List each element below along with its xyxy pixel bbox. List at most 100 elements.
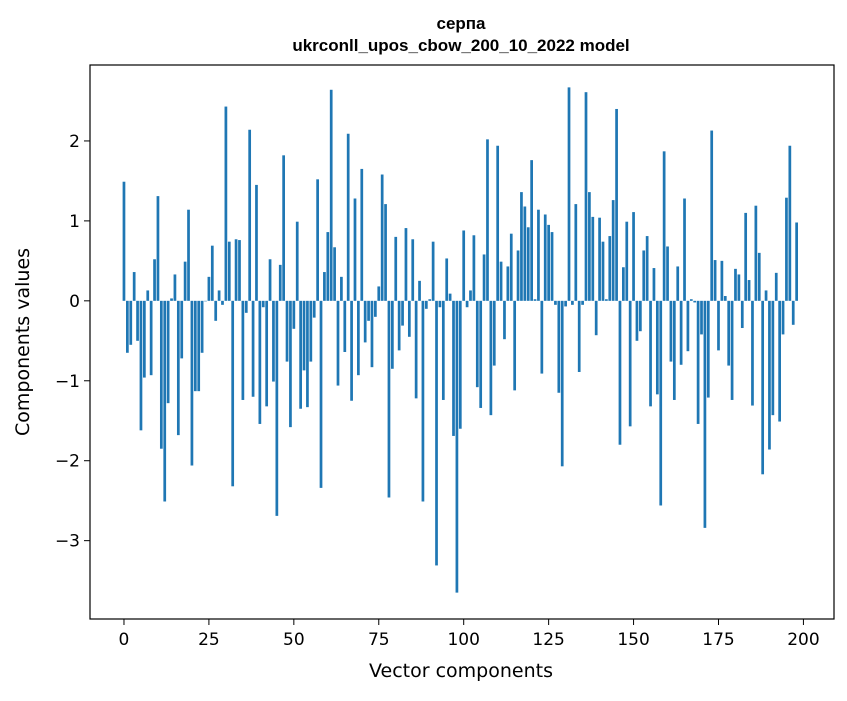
bar-32 — [231, 300, 235, 487]
bar-139 — [594, 300, 598, 336]
x-tick-label: 100 — [447, 630, 479, 650]
bar-111 — [499, 261, 503, 301]
bar-84 — [407, 300, 411, 337]
x-tick-label: 50 — [283, 630, 305, 650]
bar-126 — [550, 232, 554, 301]
bar-88 — [421, 300, 425, 502]
bar-60 — [326, 232, 330, 301]
bar-5 — [139, 300, 143, 431]
bar-87 — [418, 280, 421, 301]
bar-4 — [136, 300, 139, 341]
bar-85 — [411, 239, 415, 301]
bar-51 — [295, 221, 299, 301]
bar-69 — [357, 300, 360, 376]
y-tick-label: 2 — [69, 132, 80, 152]
bar-118 — [523, 206, 527, 301]
bar-34 — [238, 240, 241, 301]
bar-113 — [506, 266, 510, 301]
bar-62 — [333, 247, 336, 301]
bar-104 — [475, 300, 479, 388]
bar-57 — [316, 179, 319, 301]
bar-123 — [540, 300, 544, 374]
bar-174 — [713, 260, 717, 301]
x-tick-label: 175 — [702, 630, 734, 650]
bar-67 — [350, 300, 353, 401]
bar-105 — [479, 300, 483, 408]
bar-161 — [669, 300, 673, 362]
bar-198 — [795, 222, 798, 301]
bar-155 — [649, 300, 652, 407]
bar-178 — [727, 300, 731, 366]
bar-197 — [791, 300, 795, 325]
bar-15 — [173, 274, 177, 301]
bar-177 — [723, 296, 727, 301]
bar-79 — [391, 300, 394, 369]
bar-180 — [734, 268, 737, 301]
bar-92 — [435, 300, 438, 566]
bar-135 — [581, 300, 584, 305]
bar-103 — [472, 235, 476, 301]
bar-187 — [757, 252, 761, 301]
bar-24 — [204, 300, 207, 302]
bar-22 — [197, 300, 201, 392]
bar-50 — [292, 300, 296, 329]
bar-40 — [258, 300, 262, 424]
bar-102 — [469, 290, 472, 301]
bar-81 — [397, 300, 401, 351]
bar-143 — [608, 236, 612, 301]
bar-82 — [401, 300, 404, 326]
plot-frame — [89, 64, 835, 620]
bar-101 — [465, 300, 469, 308]
bar-31 — [227, 241, 231, 301]
bar-156 — [652, 268, 656, 301]
bar-74 — [374, 300, 377, 317]
bar-21 — [193, 300, 197, 392]
bar-184 — [747, 280, 751, 301]
bar-158 — [659, 300, 663, 506]
bar-83 — [404, 228, 408, 301]
chart-title-line-2: ukrconll_upos_cbow_200_10_2022 model — [292, 36, 629, 55]
bar-77 — [384, 204, 387, 301]
bar-121 — [533, 299, 537, 301]
bar-78 — [387, 300, 391, 498]
x-ticks: 0 25 50 75 100 125 150 175 200 — [119, 619, 820, 650]
bar-76 — [380, 174, 384, 301]
bar-186 — [754, 205, 758, 301]
bar-36 — [244, 300, 248, 313]
bar-7 — [146, 290, 150, 301]
bar-152 — [639, 300, 642, 332]
bar-61 — [329, 89, 333, 301]
bar-45 — [275, 300, 279, 516]
bar-43 — [268, 259, 272, 301]
bar-91 — [431, 241, 435, 301]
bar-13 — [166, 300, 170, 404]
x-tick-label: 125 — [532, 630, 564, 650]
bar-42 — [265, 300, 269, 407]
bar-175 — [717, 300, 720, 351]
bar-58 — [319, 300, 323, 488]
bar-150 — [632, 212, 635, 301]
bar-86 — [414, 300, 418, 399]
bar-70 — [360, 168, 364, 301]
bar-44 — [272, 300, 275, 382]
bar-115 — [513, 300, 517, 391]
bar-0 — [122, 181, 126, 301]
bar-132 — [571, 300, 574, 305]
bars-group — [122, 87, 798, 593]
bar-140 — [598, 217, 601, 301]
bar-53 — [302, 300, 306, 371]
y-tick-label: −2 — [55, 452, 80, 472]
bar-146 — [618, 300, 622, 445]
bar-110 — [496, 145, 500, 301]
bar-8 — [149, 300, 153, 376]
bar-165 — [683, 198, 686, 301]
y-tick-label: −3 — [55, 532, 80, 552]
bar-151 — [635, 300, 639, 341]
bar-192 — [774, 272, 778, 301]
bar-59 — [323, 272, 326, 301]
bar-33 — [234, 239, 238, 301]
bar-171 — [703, 300, 707, 528]
bar-23 — [200, 300, 204, 353]
bar-2 — [129, 300, 133, 345]
